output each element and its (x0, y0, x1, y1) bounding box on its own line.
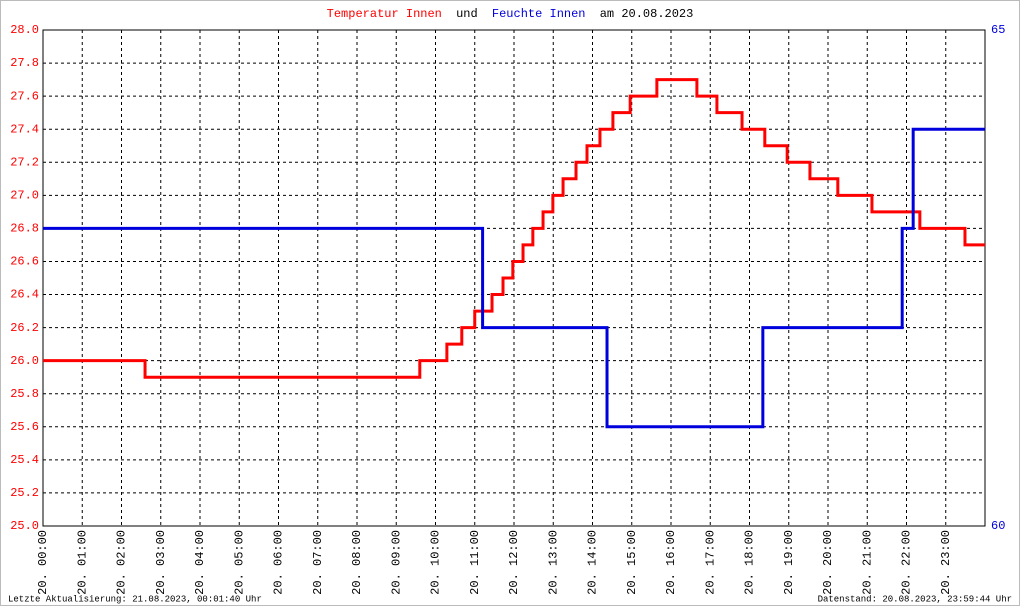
y-tick-label: 25.6 (10, 420, 39, 434)
x-tick-label: 20. 21:00 (860, 530, 874, 595)
x-tick-label: 20. 01:00 (75, 530, 89, 595)
x-tick-label: 20. 00:00 (36, 530, 50, 595)
y-tick-label: 26.6 (10, 255, 39, 269)
y2-tick-label: 60 (991, 519, 1005, 533)
title-part: am 20.08.2023 (600, 7, 694, 21)
y-tick-label: 27.2 (10, 155, 39, 169)
series-line (43, 78, 985, 379)
x-tick-label: 20. 07:00 (311, 530, 325, 595)
y-tick-label: 26.8 (10, 222, 39, 236)
footer-right: Datenstand: 20.08.2023, 23:59:44 Uhr (818, 594, 1012, 604)
x-tick-label: 20. 22:00 (900, 530, 914, 595)
x-tick-label: 20. 12:00 (507, 530, 521, 595)
y-tick-label: 27.0 (10, 189, 39, 203)
y-tick-label: 25.8 (10, 387, 39, 401)
chart-title: Temperatur Innen und Feuchte Innen am 20… (327, 7, 694, 21)
x-tick-label: 20. 03:00 (154, 530, 168, 595)
x-tick-label: 20. 02:00 (115, 530, 129, 595)
y-tick-label: 25.4 (10, 453, 39, 467)
x-tick-label: 20. 06:00 (272, 530, 286, 595)
x-tick-label: 20. 10:00 (429, 530, 443, 595)
x-tick-label: 20. 13:00 (546, 530, 560, 595)
y-tick-label: 26.4 (10, 288, 39, 302)
series-line (43, 127, 985, 429)
x-tick-label: 20. 23:00 (939, 530, 953, 595)
y-tick-label: 28.0 (10, 23, 39, 37)
x-tick-label: 20. 14:00 (586, 530, 600, 595)
x-tick-label: 20. 09:00 (389, 530, 403, 595)
y-tick-label: 25.0 (10, 519, 39, 533)
plot-border (42, 29, 986, 527)
title-part: Temperatur Innen (327, 7, 442, 21)
x-tick-label: 20. 15:00 (625, 530, 639, 595)
x-tick-label: 20. 11:00 (468, 530, 482, 595)
y-tick-label: 27.4 (10, 122, 39, 136)
x-tick-label: 20. 16:00 (664, 530, 678, 595)
title-part: und (456, 7, 478, 21)
x-tick-label: 20. 19:00 (782, 530, 796, 595)
x-tick-label: 20. 18:00 (743, 530, 757, 595)
x-tick-label: 20. 04:00 (193, 530, 207, 595)
x-tick-label: 20. 08:00 (350, 530, 364, 595)
y-tick-label: 27.8 (10, 56, 39, 70)
y-tick-label: 26.2 (10, 321, 39, 335)
x-tick-label: 20. 05:00 (232, 530, 246, 595)
title-part: Feuchte Innen (492, 7, 586, 21)
footer-left: Letzte Aktualisierung: 21.08.2023, 00:01… (8, 594, 262, 604)
y-tick-label: 26.0 (10, 354, 39, 368)
y-tick-label: 25.2 (10, 486, 39, 500)
y-tick-label: 27.6 (10, 89, 39, 103)
x-tick-label: 20. 17:00 (703, 530, 717, 595)
y2-tick-label: 65 (991, 23, 1005, 37)
x-tick-label: 20. 20:00 (821, 530, 835, 595)
